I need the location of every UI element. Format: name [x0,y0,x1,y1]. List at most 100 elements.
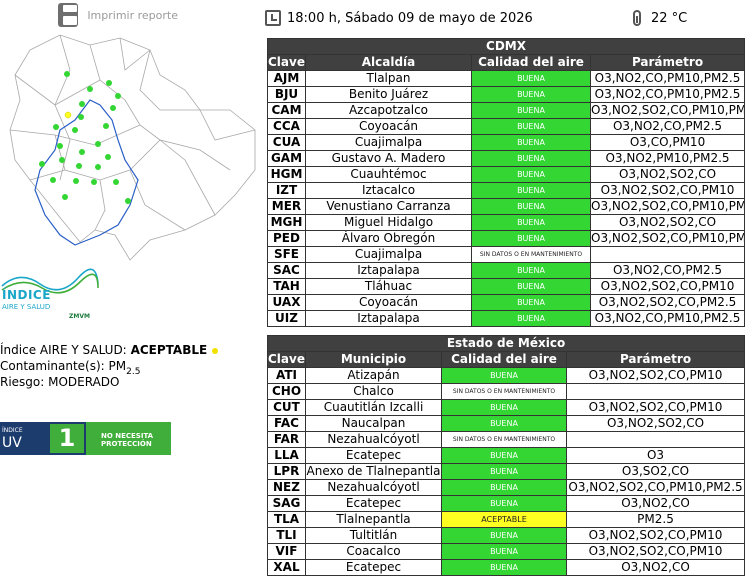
station-code: FAR [267,431,306,448]
table-row: CUT Cuautitlán Izcalli BUENA O3,NO2,SO2,CO,… [267,399,746,416]
station-code: MER [267,198,306,215]
table-row: XAL Ecatepec BUENA O3,NO2,CO [267,559,746,576]
table-row: SFE Cuajimalpa SIN DATOS O EN MANTENIMIENT… [267,246,746,263]
parameters-cell: O3,NO2,CO,PM10,PM2.5 [589,86,746,103]
cdmx-table: CDMX Clave Alcaldía Calidad del aire Par… [266,38,746,327]
parameters-cell: O3,CO,PM10 [589,134,746,151]
station-location: Coacalco [305,543,442,560]
air-quality-cell: BUENA [441,543,567,560]
edomex-table: Estado de México Clave Municipio Calidad… [266,335,746,576]
parameters-cell: O3,NO2,SO2,CO,PM10 [565,367,746,384]
thermometer-icon [633,10,641,26]
station-location: Benito Juárez [305,86,472,103]
air-quality-cell: BUENA [471,198,591,215]
air-quality-cell: BUENA [441,415,567,432]
index-label: Índice AIRE Y SALUD: [0,343,127,357]
parameters-cell: O3,NO2,CO,PM10,PM2.5 [589,70,746,87]
parameters-cell: O3,NO2,SO2,CO,PM10 [589,278,746,295]
station-code: AJM [267,70,306,87]
parameters-cell [589,246,746,263]
air-quality-cell: BUENA [471,294,591,311]
datetime-display: 18:00 h, Sábado 09 de mayo de 2026 [265,8,533,28]
station-location: Cuauhtémoc [305,166,472,183]
station-location: Ecatepec [305,559,442,576]
parameters-cell: O3,NO2,CO,PM2.5 [589,262,746,279]
station-location: Coyoacán [305,118,472,135]
table-row: TAH Tláhuac BUENA O3,NO2,SO2,CO,PM10 [267,278,746,295]
air-quality-cell: BUENA [441,399,567,416]
stations-map[interactable] [0,30,262,265]
col-municipio: Municipio [305,351,442,368]
station-location: Chalco [305,383,442,400]
station-location: Cuajimalpa [305,134,472,151]
air-quality-cell: BUENA [471,278,591,295]
parameters-cell: O3,NO2,SO2,CO [589,214,746,231]
edomex-title: Estado de México [266,335,746,352]
datetime-text: 18:00 h, Sábado 09 de mayo de 2026 [287,10,533,26]
station-aceptable-dot[interactable] [64,111,72,119]
station-location: Azcapotzalco [305,102,472,119]
table-row: IZT Iztacalco BUENA O3,NO2,SO2,CO,PM10 [267,182,746,199]
table-row: CUA Cuajimalpa BUENA O3,CO,PM10 [267,134,746,151]
station-code: MGH [267,214,306,231]
table-row: TLI Tultitlán BUENA O3,NO2,SO2,CO,PM10 [267,527,746,544]
table-row: FAR Nezahualcóyotl SIN DATOS O EN MANTENIM… [267,431,746,448]
print-report-button[interactable]: Imprimir reporte [58,3,178,27]
station-location: Naucalpan [305,415,442,432]
station-code: GAM [267,150,306,167]
parameters-cell: O3,NO2,CO [565,495,746,512]
air-quality-cell: BUENA [471,118,591,135]
station-location: Cuautitlán Izcalli [305,399,442,416]
contaminant-label: Contaminante(s): [0,359,105,373]
station-code: CHO [267,383,306,400]
table-row: LLA Ecatepec BUENA O3 [267,447,746,464]
contaminant-main: PM [108,359,127,373]
parameters-cell: O3,NO2,PM10,PM2.5 [589,150,746,167]
station-location: Nezahualcóyotl [305,479,442,496]
uv-advice-line2: PROTECCIÓN [101,440,152,448]
station-code: VIF [267,543,306,560]
parameters-cell: O3,NO2,SO2,CO,PM10 [565,543,746,560]
print-report-label: Imprimir reporte [87,8,178,22]
parameters-cell: O3,NO2,SO2,CO,PM10 [565,399,746,416]
table-row: TLA Tlalnepantla ACEPTABLE PM2.5 [267,511,746,528]
station-dots[interactable] [39,71,131,204]
station-code: TLA [267,511,306,528]
parameters-cell: O3,SO2,CO [565,463,746,480]
parameters-cell: O3,NO2,SO2,CO,PM10 [589,182,746,199]
air-quality-cell: BUENA [471,134,591,151]
air-quality-cell: BUENA [441,495,567,512]
station-location: Ecatepec [305,447,442,464]
air-quality-cell: BUENA [471,262,591,279]
air-quality-cell: BUENA [471,150,591,167]
air-quality-cell: SIN DATOS O EN MANTENIMIENTO [441,431,567,448]
indice-aire-salud-logo: ÍNDICE AIRE Y SALUD ZMVM [0,268,100,326]
parameters-cell: O3,NO2,SO2,CO,PM10,PM2.5 [589,102,746,119]
station-code: NEZ [267,479,306,496]
uv-advice: NO NECESITA PROTECCIÓN [86,422,171,455]
table-row: VIF Coacalco BUENA O3,NO2,SO2,CO,PM10 [267,543,746,560]
index-dot-icon [212,347,219,354]
station-location: Anexo de Tlalnepantla [305,463,442,480]
table-row: LPR Anexo de Tlalnepantla BUENA O3,SO2,CO [267,463,746,480]
table-row: CHO Chalco SIN DATOS O EN MANTENIMIENTO [267,383,746,400]
parameters-cell [565,383,746,400]
uv-advice-line1: NO NECESITA [101,432,154,440]
station-location: Gustavo A. Madero [305,150,472,167]
table-row: MGH Miguel Hidalgo BUENA O3,NO2,SO2,CO [267,214,746,231]
table-row: PED Álvaro Obregón BUENA O3,NO2,SO2,CO,PM10… [267,230,746,247]
printer-icon [58,3,79,27]
station-location: Iztapalapa [305,262,472,279]
col-alcaldia: Alcaldía [305,54,472,71]
station-code: ATI [267,367,306,384]
logo-line2: AIRE Y SALUD [2,303,51,311]
temperature-text: 22 °C [651,10,688,26]
uv-small-label: ÍNDICE [2,427,23,434]
index-status: Índice AIRE Y SALUD: ACEPTABLE [0,343,219,357]
station-location: Venustiano Carranza [305,198,472,215]
station-location: Álvaro Obregón [305,230,472,247]
air-quality-cell: BUENA [471,310,591,327]
station-code: LPR [267,463,306,480]
table-row: MER Venustiano Carranza BUENA O3,NO2,SO2,CO… [267,198,746,215]
contaminant-sub: 2.5 [126,367,141,377]
